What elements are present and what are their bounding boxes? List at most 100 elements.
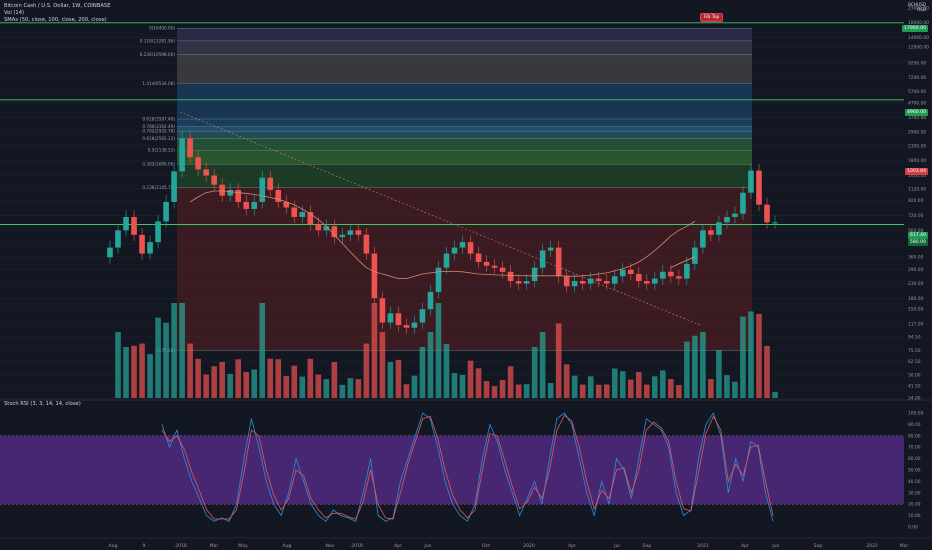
candle-body bbox=[203, 169, 209, 176]
currency-code: USD bbox=[917, 7, 926, 12]
volume-bar bbox=[355, 379, 362, 398]
time-axis-label: 2022 bbox=[866, 543, 878, 549]
time-axis-label: May bbox=[238, 543, 248, 549]
candle-body bbox=[635, 273, 642, 282]
price-axis-label: 62.50 bbox=[908, 359, 921, 365]
volume-bar bbox=[379, 332, 386, 398]
candle-body bbox=[115, 230, 121, 248]
volume-bar bbox=[403, 384, 410, 398]
candle-body bbox=[419, 309, 426, 323]
price-axis-label: 2300.00 bbox=[908, 143, 926, 149]
time-axis-label: 2021 bbox=[697, 543, 709, 549]
price-axis-label: 9200.00 bbox=[908, 60, 926, 66]
fib-top-flag[interactable]: Fib Top bbox=[700, 13, 724, 22]
candle-body bbox=[595, 278, 602, 282]
stoch-axis-label: 100.00 bbox=[908, 411, 924, 417]
candle-body bbox=[507, 271, 514, 282]
volume-bar bbox=[764, 345, 770, 398]
chart-legend: Bitcoin Cash / U.S. Dollar, 1W, COINBASE… bbox=[4, 3, 111, 24]
candle-body bbox=[700, 230, 706, 248]
stoch-axis-label: 20.00 bbox=[908, 502, 921, 508]
fib-zone bbox=[177, 164, 752, 188]
candle-body bbox=[652, 278, 658, 284]
fib-zone bbox=[177, 150, 752, 165]
volume-bar bbox=[579, 384, 586, 398]
candle-body bbox=[427, 291, 434, 310]
candle-body bbox=[451, 247, 458, 254]
price-axis-label: 7200.00 bbox=[908, 75, 926, 81]
time-axis-label: Apr bbox=[568, 543, 576, 549]
candle-body bbox=[748, 170, 754, 193]
candle-body bbox=[459, 242, 466, 248]
candle-body bbox=[275, 189, 282, 202]
symbol-code: BCHUSD bbox=[908, 2, 926, 7]
volume-bar bbox=[748, 311, 754, 398]
candle-body bbox=[299, 212, 306, 217]
price-axis-label: 150.00 bbox=[908, 307, 924, 313]
price-axis-label: 1400.00 bbox=[908, 173, 926, 179]
volume-bar bbox=[371, 303, 378, 398]
volume-bar bbox=[147, 354, 153, 398]
volume-bar bbox=[411, 375, 418, 398]
candle-body bbox=[724, 216, 730, 223]
candle-body bbox=[660, 271, 666, 279]
candle-body bbox=[587, 278, 594, 284]
time-axis-label: 2019 bbox=[351, 543, 363, 549]
candle-body bbox=[259, 177, 266, 202]
candle-body bbox=[676, 276, 682, 279]
volume-bar bbox=[732, 381, 738, 398]
volume-bar bbox=[635, 372, 642, 398]
candle-body bbox=[331, 226, 338, 238]
fib-label: 0.382(1690.06) bbox=[142, 162, 175, 167]
volume-bar bbox=[387, 362, 394, 398]
price-axis-label: 14000.00 bbox=[908, 35, 929, 41]
stoch-axis-label: 70.00 bbox=[908, 445, 921, 451]
symbol-badge: BCHUSD USD bbox=[908, 2, 926, 12]
price-axis-label: 50.00 bbox=[908, 372, 921, 378]
volume-bar bbox=[555, 323, 562, 398]
volume-bar bbox=[419, 347, 426, 398]
volume-bar bbox=[660, 370, 666, 398]
price-axis-label: 12000.00 bbox=[908, 44, 929, 50]
candle-body bbox=[187, 138, 193, 158]
volume-bar bbox=[700, 332, 706, 398]
volume-bar bbox=[203, 374, 209, 398]
time-axis-label: Aug bbox=[109, 543, 118, 549]
volume-bar bbox=[275, 359, 282, 398]
stoch-line bbox=[161, 412, 774, 522]
candle-body bbox=[387, 313, 394, 323]
candle-body bbox=[531, 267, 538, 282]
price-axis-label: 560.00 bbox=[908, 228, 924, 234]
price-axis-label: 1800.00 bbox=[908, 158, 926, 164]
support-price-tag: 617.40 bbox=[907, 232, 928, 239]
time-axis-label: 2018 bbox=[175, 543, 187, 549]
volume-bar bbox=[179, 303, 185, 398]
fib-zone bbox=[177, 28, 752, 41]
candle-body bbox=[644, 281, 650, 284]
fib-zone bbox=[177, 54, 752, 84]
volume-bar bbox=[459, 374, 466, 398]
fib-zone bbox=[177, 40, 752, 55]
price-axis-label: 3700.00 bbox=[908, 115, 926, 121]
candle-body bbox=[147, 242, 153, 254]
volume-bar bbox=[139, 343, 145, 398]
volume-bar bbox=[171, 303, 177, 398]
candle-body bbox=[515, 281, 522, 284]
volume-bar bbox=[427, 332, 434, 398]
fib-zone bbox=[177, 138, 752, 151]
candle-body bbox=[251, 201, 258, 209]
volume-bar bbox=[539, 332, 546, 398]
fib-label: 0.5(2138.52) bbox=[148, 148, 176, 153]
candle-body bbox=[395, 313, 402, 326]
candle-body bbox=[411, 322, 418, 328]
volume-bar bbox=[131, 345, 137, 398]
stoch-axis-label: 30.00 bbox=[908, 490, 921, 496]
volume-bar bbox=[531, 347, 538, 398]
fib-zone bbox=[177, 131, 752, 139]
candle-body bbox=[219, 184, 225, 196]
fib-label: 0.618(2592.12) bbox=[142, 136, 175, 141]
time-axis-label: Nov bbox=[326, 543, 335, 549]
volume-bar bbox=[644, 384, 650, 398]
candle-body bbox=[227, 189, 233, 196]
